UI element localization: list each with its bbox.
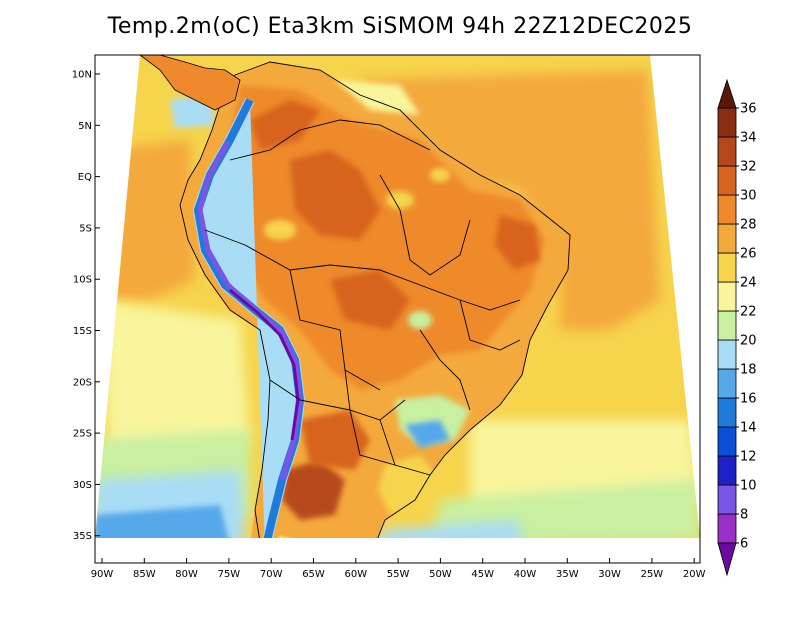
colorbar-label: 12 <box>740 450 757 465</box>
north-coast-yellow <box>335 80 420 115</box>
lon-tick-label: 35W <box>556 569 579 580</box>
serra-mar-cool <box>405 420 450 448</box>
border-line <box>379 174 471 276</box>
lat-tick-label: 10N <box>72 70 92 81</box>
colorbar-segment <box>717 513 737 544</box>
latitude-axis: 10N 5N EQ 5S 10S 15S 20S 25S 30S 35S <box>72 70 100 542</box>
colorbar-segment <box>717 194 737 225</box>
colorbar-segment <box>717 281 737 312</box>
colorbar-label: 16 <box>740 392 757 407</box>
temperature-field <box>95 55 700 538</box>
pacific-cool-24 <box>100 300 250 470</box>
colorbar-segment <box>717 484 737 515</box>
coastline <box>179 61 571 538</box>
interior-hot-32-west <box>250 100 320 150</box>
border-line <box>269 379 301 401</box>
colorbar-label: 28 <box>740 218 757 233</box>
country-borders <box>179 61 571 538</box>
colorbar-segment <box>717 165 737 196</box>
lon-tick-label: 70W <box>260 569 283 580</box>
lon-tick-label: 85W <box>133 569 156 580</box>
border-line <box>229 119 431 161</box>
border-line <box>299 399 396 466</box>
lon-tick-label: 25W <box>641 569 664 580</box>
border-line <box>379 419 431 476</box>
colorbar-segment <box>717 223 737 254</box>
central-america-land <box>138 54 241 111</box>
colorbar-label: 34 <box>740 131 757 146</box>
colorbar-max-arrow <box>717 78 737 109</box>
colorbar-label: 32 <box>740 160 757 175</box>
interior-hot-32-north <box>290 150 380 240</box>
map-title: Temp.2m(oC) Eta3km SiSMOM 94h 22Z12DEC20… <box>107 14 693 39</box>
map-frame <box>94 54 701 564</box>
cool-spot <box>430 168 450 182</box>
lon-tick-label: 90W <box>91 569 114 580</box>
uruguay-warm <box>378 455 440 515</box>
colorbar-label: 24 <box>740 276 757 291</box>
colorbar-label: 22 <box>740 305 757 320</box>
colorbar-segment <box>717 252 737 283</box>
interior-hot-32-center <box>330 270 410 330</box>
lon-tick-label: 50W <box>429 569 452 580</box>
colorbar-segment <box>717 426 737 457</box>
atlantic-south-cool-20 <box>380 520 520 538</box>
lon-tick-label: 30W <box>598 569 621 580</box>
colorbar-label: 8 <box>740 508 748 523</box>
chaco-hot-32 <box>300 410 370 470</box>
lat-tick-label: 5N <box>78 121 92 132</box>
lat-tick-label: 10S <box>73 275 92 286</box>
interior-hot-32-east <box>495 215 540 270</box>
colorbar-segment <box>717 136 737 167</box>
border-line <box>204 229 521 311</box>
lat-tick-label: 35S <box>73 531 92 542</box>
border-line <box>344 369 406 421</box>
border-line <box>289 269 381 391</box>
atlantic-warm-28 <box>355 70 660 330</box>
colorbar-min-arrow <box>717 542 737 577</box>
border-line <box>459 299 521 351</box>
border-line <box>419 329 471 411</box>
cool-spot <box>386 191 414 209</box>
lon-tick-label: 45W <box>471 569 494 580</box>
colorbar-segment <box>717 339 737 370</box>
lon-tick-label: 40W <box>514 569 537 580</box>
andes-cold-band <box>193 97 305 538</box>
lat-tick-label: 20S <box>73 377 92 388</box>
colorbar-segment <box>717 397 737 428</box>
lon-tick-label: 75W <box>218 569 241 580</box>
colorbar-segment <box>717 107 737 138</box>
lat-tick-label: 30S <box>73 480 92 491</box>
lon-tick-label: 55W <box>387 569 410 580</box>
colorbar-label: 6 <box>740 537 748 552</box>
colorbar-label: 14 <box>740 421 757 436</box>
andes-6 <box>229 288 300 441</box>
colorbar-label: 30 <box>740 189 757 204</box>
lon-tick-label: 80W <box>175 569 198 580</box>
colorbar-segment <box>717 455 737 486</box>
argentina-hot-34 <box>282 460 345 520</box>
lat-tick-label: 25S <box>73 429 92 440</box>
lat-tick-label: 15S <box>73 326 92 337</box>
cool-spot <box>408 311 432 329</box>
colorbar-label: 10 <box>740 479 757 494</box>
colorbar-segment <box>717 310 737 341</box>
colorbar-segment <box>717 368 737 399</box>
lon-tick-label: 20W <box>683 569 706 580</box>
longitude-axis: 90W 85W 80W 75W 70W 65W 60W 55W 50W 45W 40W 35W 30W 2… <box>91 558 706 580</box>
colorbar: 6 8 10 12 14 16 18 20 22 24 26 28 30 32 34 36 <box>717 78 757 577</box>
lon-tick-label: 60W <box>344 569 367 580</box>
colorbar-label: 18 <box>740 363 757 378</box>
colorbar-label: 36 <box>740 102 757 117</box>
colorbar-label: 26 <box>740 247 757 262</box>
map-plot-area: 10N 5N EQ 5S 10S 15S 20S 25S 30S 35S 90W 85W 80W 75W… <box>72 54 706 580</box>
pacific-cool-18 <box>95 505 230 538</box>
colorbar-label: 20 <box>740 334 757 349</box>
lon-tick-label: 65W <box>302 569 325 580</box>
lat-tick-label: EQ <box>78 172 92 183</box>
lat-tick-label: 5S <box>79 223 92 234</box>
cool-spot <box>264 220 296 240</box>
